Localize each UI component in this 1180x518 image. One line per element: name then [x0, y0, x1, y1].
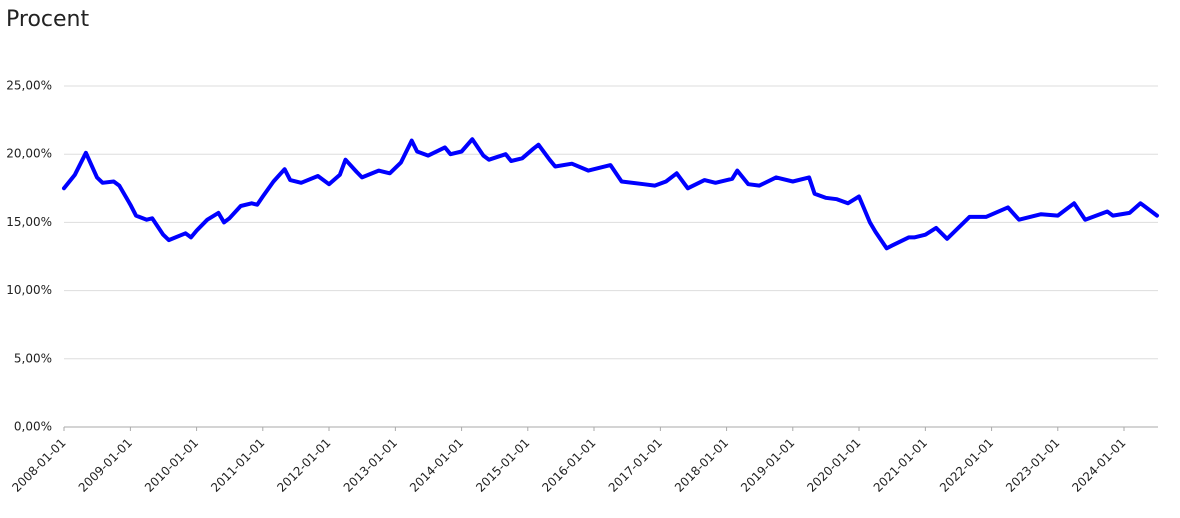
y-tick-label: 15,00% [6, 215, 52, 229]
data-line [62, 137, 1159, 251]
y-tick-label: 0,00% [14, 420, 52, 434]
x-tick-label: 2009-01-01 [76, 436, 135, 495]
x-tick-label: 2021-01-01 [871, 436, 930, 495]
x-tick-label: 2017-01-01 [606, 436, 665, 495]
x-tick-label: 2024-01-01 [1069, 436, 1128, 495]
y-tick-label: 25,00% [6, 79, 52, 93]
x-tick-label: 2011-01-01 [208, 436, 267, 495]
x-tick-label: 2019-01-01 [738, 436, 797, 495]
x-tick-label: 2012-01-01 [274, 436, 333, 495]
x-tick-label: 2016-01-01 [539, 436, 598, 495]
y-tick-label: 5,00% [14, 351, 52, 365]
x-tick-label: 2023-01-01 [1003, 436, 1062, 495]
x-tick-label: 2018-01-01 [672, 436, 731, 495]
y-tick-label: 10,00% [6, 283, 52, 297]
x-tick-label: 2010-01-01 [142, 436, 201, 495]
x-tick-label: 2015-01-01 [473, 436, 532, 495]
x-tick-label: 2014-01-01 [407, 436, 466, 495]
y-tick-label: 20,00% [6, 147, 52, 161]
x-tick-label: 2022-01-01 [937, 436, 996, 495]
x-tick-label: 2013-01-01 [341, 436, 400, 495]
x-tick-label: 2008-01-01 [9, 436, 68, 495]
chart-title: Procent [6, 7, 89, 32]
x-tick-label: 2020-01-01 [804, 436, 863, 495]
